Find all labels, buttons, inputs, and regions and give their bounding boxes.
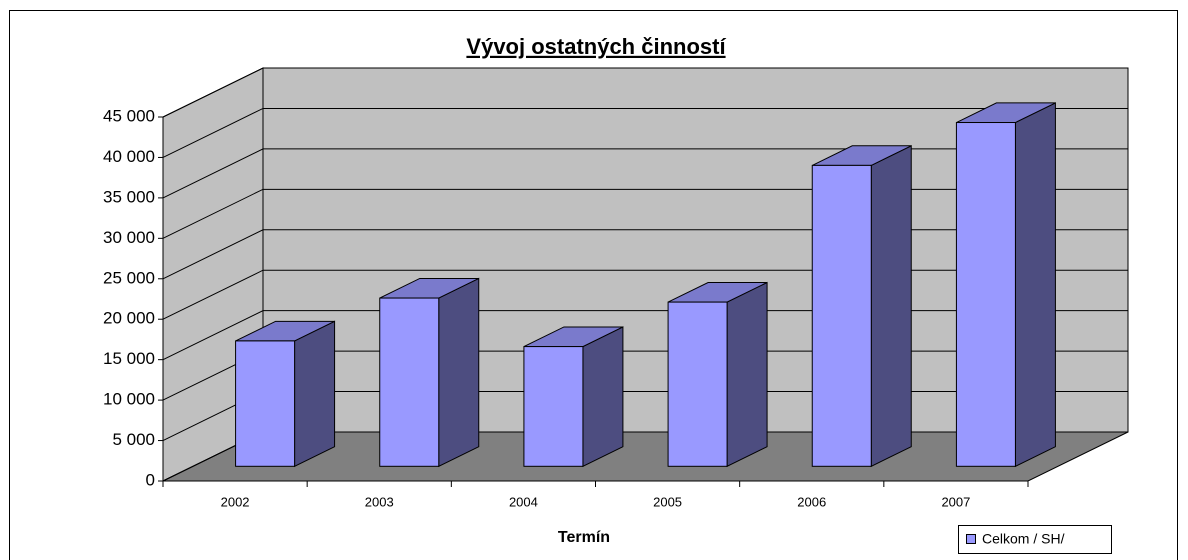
grid-line xyxy=(162,67,1128,118)
bar-front xyxy=(955,122,1016,467)
x-tick-label: 2006 xyxy=(797,494,826,509)
y-tick-label: 0 xyxy=(146,470,155,489)
bar-side xyxy=(294,320,336,468)
bar-front xyxy=(667,301,728,467)
grid-line xyxy=(162,148,1128,199)
bar-side xyxy=(582,326,624,468)
bar-side xyxy=(438,277,480,468)
bar-side xyxy=(1014,102,1056,468)
y-tick-label: 40 000 xyxy=(103,147,155,166)
y-tick-label: 5 000 xyxy=(112,430,155,449)
bar-side xyxy=(870,144,912,468)
y-tick-label: 45 000 xyxy=(103,106,155,125)
x-axis-title: Termín xyxy=(558,529,610,546)
legend-swatch xyxy=(966,534,976,544)
y-tick-label: 10 000 xyxy=(103,390,155,409)
bar-front xyxy=(523,346,584,467)
y-tick-label: 25 000 xyxy=(103,268,155,287)
bar-front xyxy=(811,164,872,467)
legend-box xyxy=(958,525,1112,554)
y-tick-label: 30 000 xyxy=(103,228,155,247)
legend-label: Celkom / SH/ xyxy=(982,531,1065,547)
x-tick-label: 2004 xyxy=(509,494,538,509)
x-tick-label: 2005 xyxy=(653,494,682,509)
grid-line xyxy=(162,107,1128,158)
y-tick-label: 35 000 xyxy=(103,187,155,206)
x-tick-label: 2003 xyxy=(365,494,394,509)
x-tick-label: 2007 xyxy=(941,494,970,509)
bar-front xyxy=(235,340,296,467)
chart-title: Vývoj ostatných činností xyxy=(466,34,726,59)
bar-front xyxy=(379,297,440,467)
y-tick-label: 20 000 xyxy=(103,309,155,328)
x-tick-label: 2002 xyxy=(221,494,250,509)
bar-side xyxy=(726,281,768,468)
y-tick-label: 15 000 xyxy=(103,349,155,368)
